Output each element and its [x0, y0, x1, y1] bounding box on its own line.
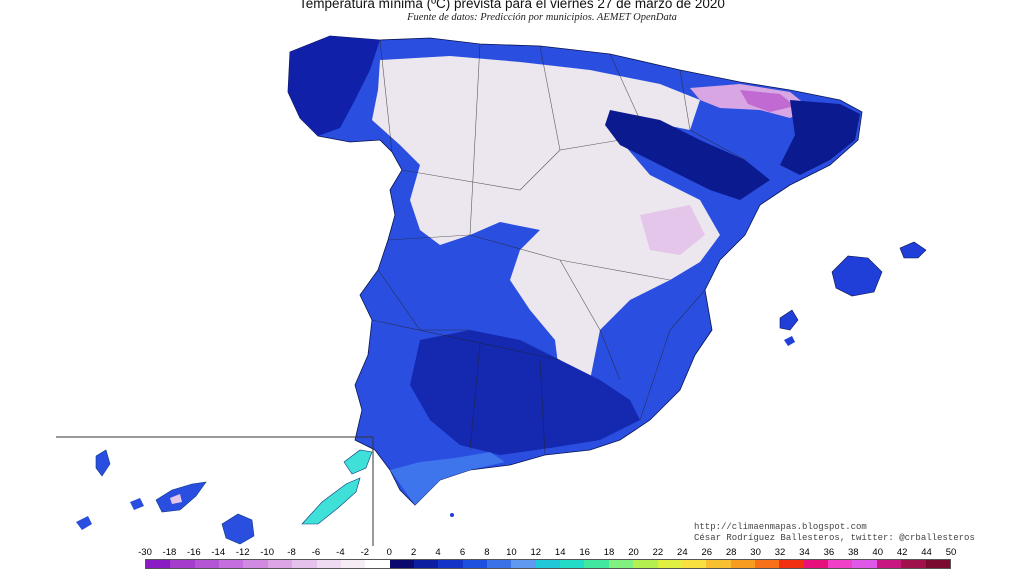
- legend-tick-label: 8: [484, 547, 490, 558]
- credit-author: César Rodríguez Ballesteros, twitter: @c…: [694, 533, 975, 543]
- legend-tick-label: 4: [435, 547, 441, 558]
- map-title: Temperatura mínima (ºC) prevista para el…: [299, 0, 725, 11]
- legend-swatch: [316, 560, 341, 568]
- legend-tick-label: 22: [652, 547, 664, 558]
- legend-tick-label: 2: [411, 547, 417, 558]
- gran-canaria: [221, 513, 255, 545]
- pyrenees-severe-frost-zone: [740, 90, 795, 112]
- map-subtitle: Fuente de datos: Predicción por municipi…: [407, 12, 677, 23]
- legend-tick-label: 24: [677, 547, 688, 558]
- legend-tick-label: 10: [506, 547, 517, 558]
- legend-tick-label: 14: [554, 547, 566, 558]
- legend-tick-label: -16: [186, 547, 201, 558]
- legend-swatch: [292, 560, 317, 568]
- legend-tick-label: -8: [287, 547, 296, 558]
- fuerteventura: [301, 477, 361, 525]
- legend-tick-label: 32: [774, 547, 786, 558]
- legend-tick-label: 18: [603, 547, 615, 558]
- regional-borders: [371, 39, 746, 456]
- legend-tick-label: 36: [823, 547, 835, 558]
- legend-tick-label: 12: [530, 547, 542, 558]
- legend-swatch: [706, 560, 731, 568]
- legend-swatch: [633, 560, 658, 568]
- legend-swatch: [487, 560, 512, 568]
- legend-swatch: [754, 560, 780, 568]
- tenerife: [155, 481, 207, 513]
- legend-tick-label: 38: [848, 547, 859, 558]
- legend-tick-label: -4: [336, 547, 345, 558]
- southwest-coast-mild-zone: [390, 452, 505, 505]
- legend-swatch: [828, 560, 853, 568]
- legend-swatch: [876, 560, 902, 568]
- legend-swatch: [413, 560, 439, 568]
- la-gomera: [130, 498, 144, 510]
- canary-inset-frame: [56, 436, 374, 546]
- legend-swatch: [194, 560, 220, 568]
- teide-frost: [170, 494, 182, 504]
- legend-swatch: [584, 560, 609, 568]
- legend-tick-label: 6: [459, 547, 466, 558]
- galicia-cold-zone: [288, 36, 380, 136]
- legend-swatch: [511, 560, 536, 568]
- credit-url: http://climaenmapas.blogspot.com: [694, 522, 867, 532]
- legend-swatch: [462, 560, 488, 568]
- legend-swatch: [438, 560, 463, 568]
- legend-swatch: [779, 560, 804, 568]
- legend-tick-label: -10: [260, 547, 274, 558]
- andalucia-cold-zone: [410, 330, 640, 455]
- mallorca: [831, 255, 883, 297]
- legend-swatch: [852, 560, 877, 568]
- legend-tick-label: -14: [211, 547, 226, 558]
- legend-tick-label: -30: [138, 547, 152, 558]
- el-hierro: [76, 516, 92, 530]
- legend-tick-label: 20: [628, 547, 639, 558]
- legend-swatch: [803, 560, 829, 568]
- legend-swatch: [657, 560, 682, 568]
- legend-swatch: [267, 560, 293, 568]
- legend-swatch: [219, 560, 244, 568]
- legend-swatch: [901, 560, 926, 568]
- legend-tick-label: -6: [311, 547, 321, 558]
- temperature-legend: -30 -18 -16 -14 -12 -10 -8 -6 -4 -2 0 2 4 6 8 10 12 14 16 1…: [138, 547, 956, 573]
- legend-swatch: [340, 560, 366, 568]
- legend-tick-label: 42: [896, 547, 908, 558]
- legend-swatch: [925, 560, 950, 568]
- iberian-system-frost-zone: [640, 205, 705, 255]
- legend-tick-label: 50: [945, 547, 957, 558]
- legend-tick-label: 40: [872, 547, 884, 558]
- legend-tick-label: 44: [921, 547, 932, 558]
- meseta-near-zero-zone: [372, 56, 720, 405]
- legend-tick-label: -12: [235, 547, 250, 558]
- la-palma: [95, 449, 111, 477]
- legend-swatch: [730, 560, 755, 568]
- legend-tick-label: 34: [799, 547, 810, 558]
- ebro-valley-cold-zone: [605, 110, 770, 200]
- legend-swatch: [146, 560, 171, 568]
- legend-tick-label: -18: [162, 547, 177, 558]
- legend-swatch: [170, 560, 195, 568]
- ceuta: [450, 513, 454, 517]
- legend-tick-label: 16: [579, 547, 590, 558]
- legend-tick-label: 28: [725, 547, 737, 558]
- legend-swatch: [560, 560, 585, 568]
- menorca: [899, 241, 927, 259]
- formentera: [784, 336, 795, 346]
- ibiza: [779, 309, 799, 331]
- legend-swatch: [389, 560, 414, 568]
- legend-tick-label: 0: [386, 547, 392, 558]
- legend-swatch: [535, 560, 561, 568]
- lanzarote: [343, 449, 373, 475]
- catalonia-cold-zone: [780, 100, 860, 175]
- legend-tick-label: 30: [750, 547, 761, 558]
- legend-swatch: [243, 560, 268, 568]
- legend-tick-label: -2: [360, 547, 370, 558]
- legend-tick-label: 26: [701, 547, 713, 558]
- legend-color-bar: [145, 559, 951, 569]
- legend-swatch: [681, 560, 707, 568]
- legend-swatch: [608, 560, 634, 568]
- legend-swatch: [365, 560, 390, 568]
